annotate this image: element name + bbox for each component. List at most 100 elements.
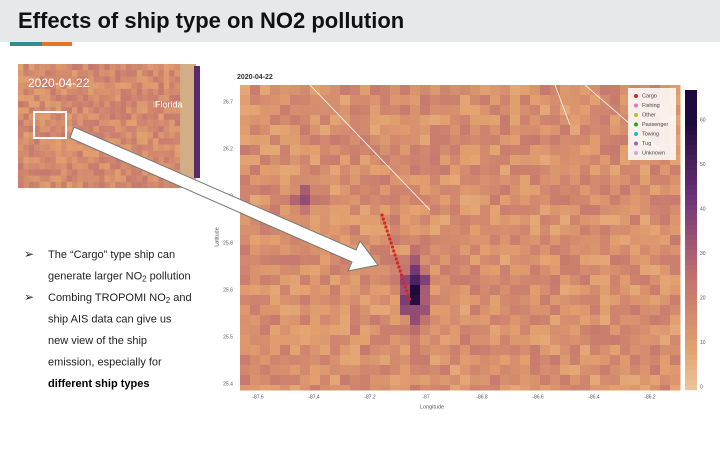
heat-cell — [670, 285, 681, 296]
heat-cell — [460, 85, 471, 96]
heat-cell — [450, 105, 461, 116]
inset-cell — [23, 76, 29, 83]
heat-cell — [560, 155, 571, 166]
inset-cell — [109, 119, 116, 127]
heat-cell — [240, 225, 251, 236]
heat-cell — [360, 185, 371, 196]
heat-cell — [610, 185, 621, 196]
inset-cell — [131, 88, 137, 96]
colorbar-cell — [685, 290, 697, 296]
heat-cell — [510, 245, 521, 256]
heat-cell — [600, 125, 611, 136]
heat-cell — [370, 215, 381, 226]
colorbar-cell — [685, 260, 697, 266]
heat-cell — [590, 335, 601, 346]
heat-cell — [280, 365, 291, 376]
heat-cell — [610, 155, 621, 166]
heat-cell — [250, 85, 261, 96]
heat-cell — [470, 135, 481, 146]
heat-cell — [280, 145, 291, 156]
heat-cell — [510, 85, 521, 96]
inset-cell — [109, 76, 116, 83]
heat-cell — [400, 235, 411, 246]
heat-cell — [350, 305, 361, 316]
heat-cell — [430, 115, 441, 126]
heat-cell — [270, 375, 281, 386]
colorbar-cell — [685, 300, 697, 306]
heat-cell — [620, 245, 631, 256]
heat-cell — [550, 225, 561, 236]
heat-cell — [480, 145, 491, 156]
heat-cell — [310, 215, 321, 226]
heat-cell — [560, 235, 571, 246]
heat-cell — [440, 285, 451, 296]
colorbar-cell — [685, 305, 697, 311]
heat-cell — [350, 295, 361, 306]
heat-cell — [290, 155, 301, 166]
inset-cell — [163, 107, 170, 114]
heat-cell — [470, 265, 481, 276]
inset-cell — [50, 107, 56, 114]
inset-cell — [88, 82, 94, 89]
heat-cell — [630, 365, 641, 376]
heat-cell — [330, 265, 341, 276]
heat-cell — [510, 295, 521, 306]
inset-cell — [158, 138, 164, 145]
heat-cell — [640, 365, 651, 376]
inset-cell — [61, 126, 67, 133]
inset-cell — [50, 175, 56, 182]
heat-cell — [630, 355, 641, 366]
heat-cell — [600, 105, 611, 116]
heat-cell — [260, 195, 271, 206]
heat-cell — [310, 265, 321, 276]
heat-cell — [380, 205, 391, 216]
heat-cell — [390, 265, 401, 276]
heat-cell — [660, 175, 671, 186]
heat-cell — [240, 175, 251, 186]
heat-cell — [650, 225, 661, 236]
heat-cell — [390, 275, 401, 286]
heat-cell — [630, 345, 641, 356]
inset-cell — [158, 101, 164, 108]
heat-cell — [420, 165, 431, 176]
heat-cell — [480, 165, 491, 176]
heat-cell — [660, 315, 671, 326]
inset-cell — [72, 76, 78, 83]
inset-cell — [23, 144, 29, 151]
heat-cell — [250, 375, 261, 386]
heat-cell — [550, 375, 561, 386]
heat-cell — [450, 375, 461, 386]
heat-cell — [350, 385, 361, 391]
heat-cell — [430, 245, 441, 256]
heat-cell — [290, 325, 301, 336]
heat-cell — [340, 165, 351, 176]
inset-cell — [109, 132, 116, 139]
heat-cell — [520, 245, 531, 256]
heat-cell — [510, 95, 521, 106]
heat-cell — [430, 85, 441, 96]
heat-cell — [280, 255, 291, 266]
inset-cell — [34, 181, 40, 189]
heat-cell — [390, 345, 401, 356]
heat-cell — [550, 105, 561, 116]
heat-cell — [270, 315, 281, 326]
heat-cell — [430, 205, 441, 216]
heat-cell — [280, 315, 291, 326]
inset-cell — [147, 88, 154, 96]
inset-cell — [104, 101, 110, 108]
heat-cell — [450, 165, 461, 176]
heat-cell — [440, 325, 451, 336]
x-tick-label: -86.2 — [644, 394, 656, 400]
heat-cell — [380, 305, 391, 316]
heat-cell — [320, 345, 331, 356]
heat-cell — [500, 225, 511, 236]
inset-cell — [136, 76, 143, 83]
inset-cell — [131, 82, 137, 89]
heat-cell — [440, 185, 451, 196]
heat-cell — [400, 155, 411, 166]
heat-cell — [340, 235, 351, 246]
heat-cell — [540, 95, 551, 106]
heat-cell — [420, 125, 431, 136]
heat-cell — [470, 315, 481, 326]
heat-cell — [260, 175, 271, 186]
